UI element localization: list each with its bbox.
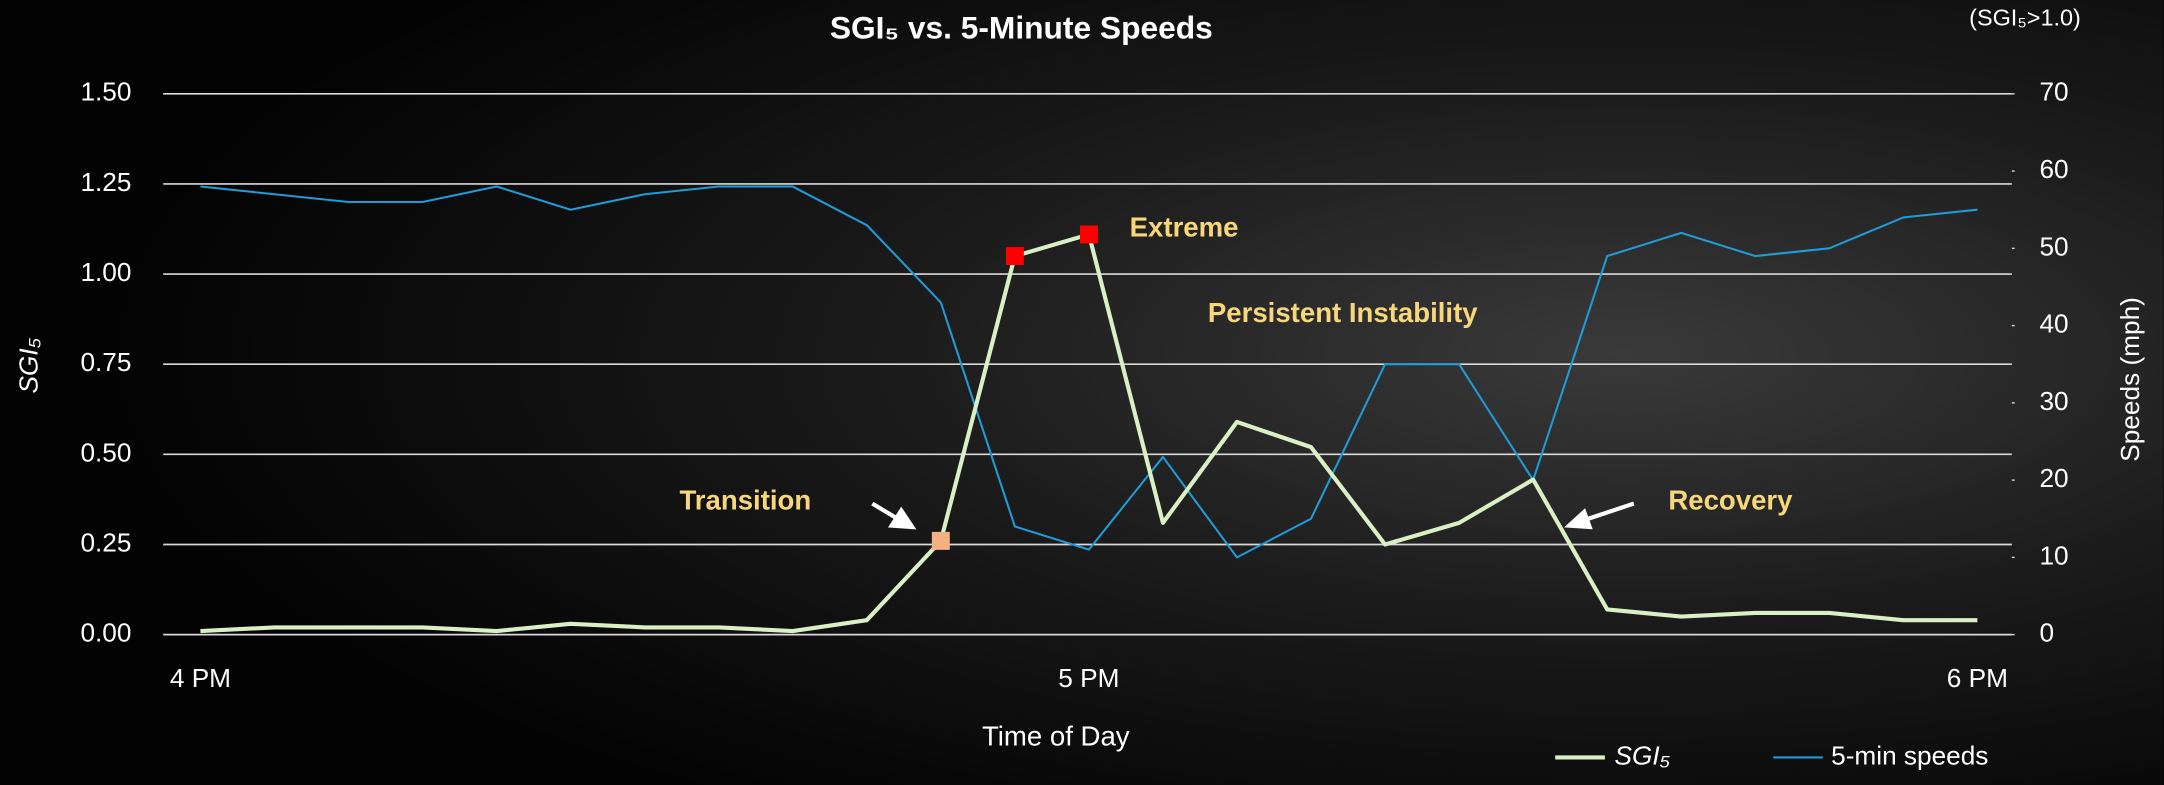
x-tick-label: 6 PM [1947, 663, 2008, 693]
y-tick-label: 0.00 [80, 618, 131, 648]
series-line [200, 185, 1978, 559]
chart-title: SGI₅ vs. 5-Minute Speeds [830, 10, 1213, 46]
y-tick-label: 1.25 [80, 167, 131, 197]
x-tick-label: 4 PM [170, 663, 231, 693]
y2-tick-label: 70 [2039, 77, 2068, 107]
y2-tick-label: 20 [2039, 463, 2068, 493]
y-axis-title: SGI₅ [14, 337, 44, 393]
y2-tick-label: 60 [2039, 154, 2068, 184]
y-tick-label: 0.25 [80, 527, 131, 557]
x-axis-title: Time of Day [982, 720, 1130, 751]
y-tick-label: 1.00 [80, 257, 131, 287]
y2-axis-title: Speeds (mph) [2115, 297, 2145, 462]
annotation: Persistent Instability [1208, 297, 1478, 328]
note: (SGI₅>1.0) [1969, 5, 2081, 31]
legend-label: SGI₅ [1615, 740, 1671, 770]
legend-label: 5-min speeds [1831, 740, 1988, 770]
y2-tick-label: 40 [2039, 309, 2068, 339]
y2-tick-label: 10 [2039, 540, 2068, 570]
annotation: Transition [679, 484, 811, 515]
x-tick-label: 5 PM [1058, 663, 1119, 693]
annotation: Recovery [1668, 484, 1793, 515]
y-tick-label: 1.50 [80, 77, 131, 107]
y2-tick-label: 30 [2039, 386, 2068, 416]
arrows [871, 501, 1635, 530]
highlight-marker [1005, 247, 1024, 266]
y-tick-label: 0.50 [80, 437, 131, 467]
annotation: Extreme [1130, 211, 1239, 242]
y-tick-label: 0.75 [80, 347, 131, 377]
highlight-marker [931, 531, 950, 550]
y2-tick-label: 0 [2039, 618, 2054, 648]
highlight-marker [1079, 225, 1098, 244]
y2-tick-label: 50 [2039, 231, 2068, 261]
